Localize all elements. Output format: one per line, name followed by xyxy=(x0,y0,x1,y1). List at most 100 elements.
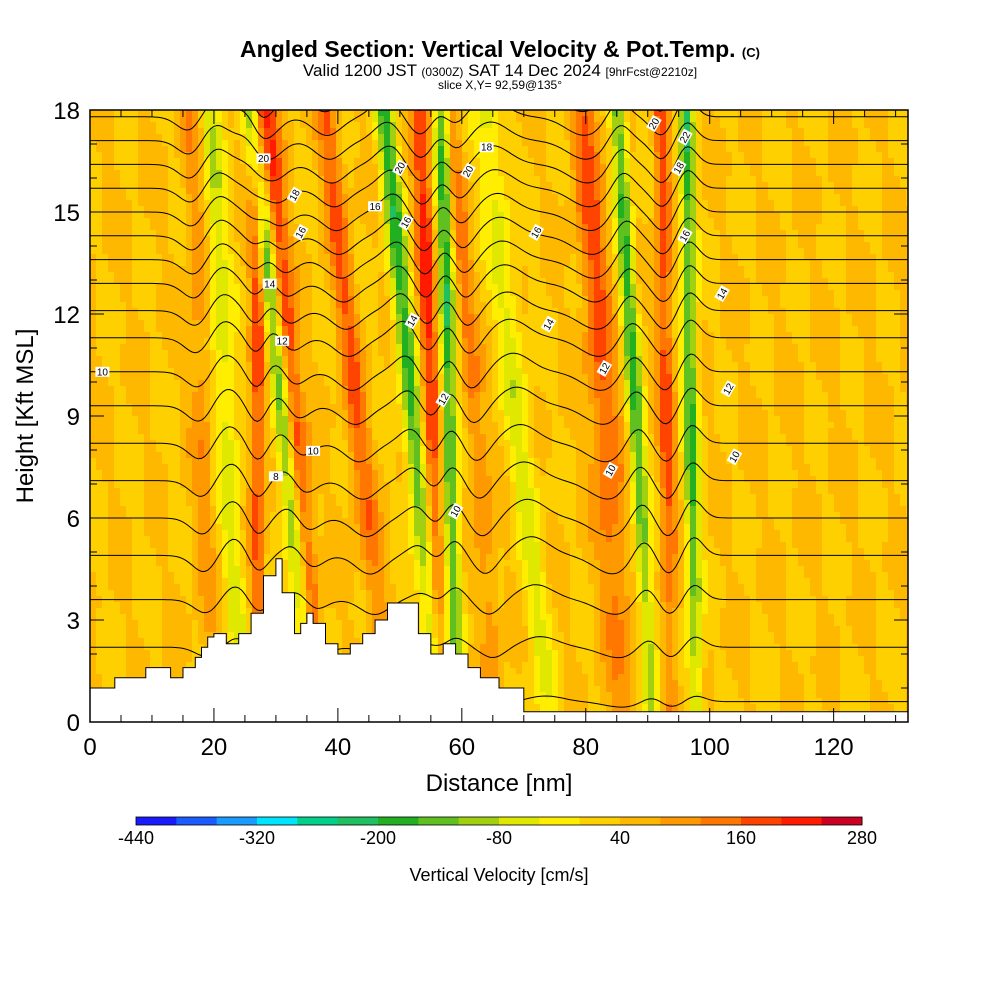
velocity-cell xyxy=(762,134,769,141)
velocity-cell xyxy=(240,176,247,183)
velocity-cell xyxy=(342,230,349,237)
velocity-cell xyxy=(450,206,457,213)
velocity-cell xyxy=(744,314,751,321)
velocity-cell xyxy=(294,152,301,159)
velocity-cell xyxy=(846,218,853,225)
velocity-cell xyxy=(408,110,415,117)
velocity-cell xyxy=(702,188,709,195)
velocity-cell xyxy=(378,284,385,291)
velocity-cell xyxy=(216,284,223,291)
velocity-cell xyxy=(870,314,877,321)
velocity-cell xyxy=(450,110,457,117)
velocity-cell xyxy=(858,320,865,327)
velocity-cell xyxy=(432,224,439,231)
velocity-cell xyxy=(732,260,739,267)
velocity-cell xyxy=(120,122,127,129)
velocity-cell xyxy=(624,116,631,123)
velocity-cell xyxy=(618,290,625,297)
velocity-cell xyxy=(744,164,751,171)
velocity-cell xyxy=(390,212,397,219)
velocity-cell xyxy=(90,248,97,255)
velocity-cell xyxy=(576,242,583,249)
velocity-cell xyxy=(750,110,757,117)
velocity-cell xyxy=(138,302,145,309)
velocity-cell xyxy=(132,242,139,249)
velocity-cell xyxy=(804,248,811,255)
velocity-cell xyxy=(894,146,901,153)
velocity-cell xyxy=(594,266,601,273)
velocity-cell xyxy=(894,212,901,219)
velocity-cell xyxy=(492,284,499,291)
velocity-cell xyxy=(618,266,625,273)
velocity-cell xyxy=(216,164,223,171)
velocity-cell xyxy=(570,182,577,189)
velocity-cell xyxy=(156,122,163,129)
velocity-cell xyxy=(354,206,361,213)
velocity-cell xyxy=(852,200,859,207)
velocity-cell xyxy=(816,200,823,207)
velocity-cell xyxy=(888,242,895,249)
velocity-cell xyxy=(594,194,601,201)
velocity-cell xyxy=(222,200,229,207)
velocity-cell xyxy=(438,194,445,201)
velocity-cell xyxy=(120,326,127,333)
velocity-cell xyxy=(414,278,421,285)
velocity-cell xyxy=(318,230,325,237)
velocity-cell xyxy=(474,272,481,279)
velocity-cell xyxy=(408,128,415,135)
velocity-cell xyxy=(762,194,769,201)
velocity-cell xyxy=(678,308,685,315)
velocity-cell xyxy=(738,272,745,279)
velocity-cell xyxy=(888,182,895,189)
velocity-cell xyxy=(750,158,757,165)
velocity-cell xyxy=(720,176,727,183)
velocity-cell xyxy=(354,134,361,141)
velocity-cell xyxy=(552,230,559,237)
velocity-cell xyxy=(102,284,109,291)
velocity-cell xyxy=(870,290,877,297)
velocity-cell xyxy=(300,200,307,207)
velocity-cell xyxy=(288,158,295,165)
velocity-cell xyxy=(162,302,169,309)
velocity-cell xyxy=(858,170,865,177)
velocity-cell xyxy=(444,110,451,117)
velocity-cell xyxy=(114,200,121,207)
velocity-cell xyxy=(726,182,733,189)
velocity-cell xyxy=(834,158,841,165)
velocity-cell xyxy=(660,164,667,171)
velocity-cell xyxy=(366,176,373,183)
velocity-cell xyxy=(534,320,541,327)
velocity-cell xyxy=(888,176,895,183)
velocity-cell xyxy=(744,158,751,165)
velocity-cell xyxy=(792,212,799,219)
velocity-cell xyxy=(432,248,439,255)
velocity-cell xyxy=(894,158,901,165)
velocity-cell xyxy=(276,140,283,147)
velocity-cell xyxy=(282,188,289,195)
velocity-cell xyxy=(234,188,241,195)
velocity-cell xyxy=(438,188,445,195)
velocity-cell xyxy=(732,224,739,231)
velocity-cell xyxy=(864,290,871,297)
velocity-cell xyxy=(642,182,649,189)
velocity-cell xyxy=(594,140,601,147)
velocity-cell xyxy=(762,110,769,117)
velocity-cell xyxy=(372,266,379,273)
velocity-cell xyxy=(534,200,541,207)
velocity-cell xyxy=(210,122,217,129)
velocity-cell xyxy=(216,242,223,249)
velocity-cell xyxy=(558,254,565,261)
velocity-cell xyxy=(522,236,529,243)
velocity-cell xyxy=(804,266,811,273)
velocity-cell xyxy=(876,146,883,153)
velocity-cell xyxy=(696,290,703,297)
velocity-cell xyxy=(786,218,793,225)
velocity-cell xyxy=(798,302,805,309)
velocity-cell xyxy=(282,284,289,291)
velocity-cell xyxy=(204,320,211,327)
velocity-cell xyxy=(744,194,751,201)
velocity-cell xyxy=(894,236,901,243)
velocity-cell xyxy=(834,128,841,135)
velocity-cell xyxy=(654,254,661,261)
velocity-cell xyxy=(714,248,721,255)
